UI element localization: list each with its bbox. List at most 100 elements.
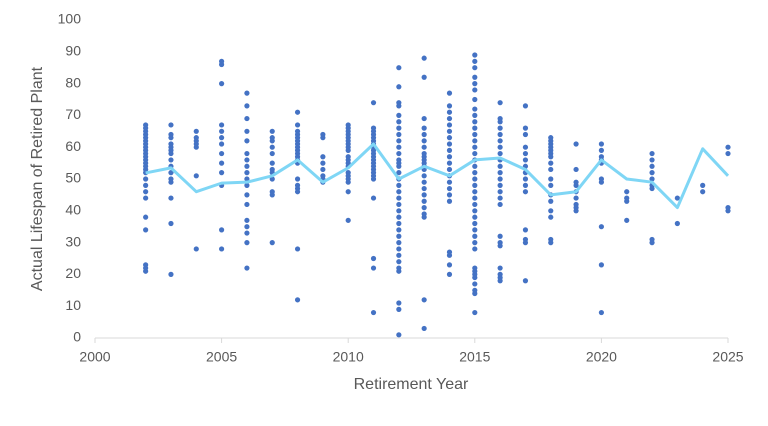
scatter-point (573, 166, 579, 173)
scatter-point (700, 189, 706, 195)
scatter-point (497, 176, 503, 182)
scatter-point (219, 122, 225, 128)
scatter-point (421, 198, 427, 204)
scatter-point (446, 154, 453, 160)
scatter-point (396, 220, 402, 227)
scatter-point (472, 52, 478, 58)
scatter-point (396, 84, 402, 90)
scatter-point (345, 147, 351, 153)
scatter-point (446, 109, 453, 115)
scatter-point (497, 131, 503, 138)
scatter-point (345, 179, 351, 185)
scatter-point (548, 240, 554, 246)
scatter-point (446, 147, 453, 153)
scatter-point (244, 240, 250, 246)
scatter-point (421, 74, 427, 80)
scatter-point (446, 103, 453, 109)
scatter-point (219, 227, 225, 233)
scatter-point (446, 252, 453, 258)
scatter-point (244, 217, 250, 223)
scatter-point (168, 170, 174, 176)
scatter-point (573, 208, 579, 214)
scatter-point (624, 189, 630, 195)
scatter-point (168, 179, 174, 185)
scatter-point (548, 182, 554, 188)
scatter-point (674, 195, 680, 201)
y-tick-label: 0 (73, 329, 81, 345)
scatter-point (219, 61, 225, 68)
scatter-point (446, 198, 453, 204)
scatter-point (446, 166, 453, 173)
scatter-point (472, 214, 478, 220)
scatter-point (244, 265, 250, 271)
scatter-point (421, 131, 427, 138)
scatter-point (624, 217, 630, 223)
scatter-point (472, 233, 478, 239)
scatter-point (472, 112, 478, 118)
scatter-point (345, 217, 351, 223)
scatter-point (421, 144, 427, 150)
scatter-point (168, 271, 174, 277)
scatter-point (244, 230, 250, 236)
scatter-point (193, 173, 199, 179)
scatter-point (522, 150, 529, 157)
scatter-point (219, 141, 225, 147)
scatter-point (573, 182, 579, 188)
scatter-point (244, 128, 250, 134)
scatter-point (548, 166, 554, 173)
scatter-point (421, 55, 427, 61)
scatter-point (396, 125, 402, 131)
scatter-point (548, 208, 554, 214)
y-tick-label: 100 (58, 11, 82, 27)
scatter-point (472, 131, 478, 138)
scatter-point (143, 195, 149, 201)
scatter-point (649, 150, 655, 157)
scatter-point (472, 96, 478, 103)
scatter-point (472, 163, 478, 169)
scatter-point (143, 189, 149, 195)
scatter-point (522, 176, 529, 182)
scatter-point (269, 150, 275, 157)
scatter-point (396, 65, 402, 71)
scatter-point (168, 220, 174, 227)
scatter-point (396, 144, 402, 150)
scatter-point (294, 122, 301, 128)
scatter-point (472, 125, 478, 131)
scatter-point (370, 265, 377, 271)
scatter-point (168, 150, 174, 157)
average-line (145, 142, 730, 210)
scatter-point (497, 265, 503, 271)
scatter-point (219, 81, 225, 87)
y-tick-label: 60 (65, 138, 81, 154)
scatter-point (674, 220, 680, 227)
scatter-point (244, 182, 250, 188)
scatter-point (219, 246, 225, 252)
scatter-point (497, 119, 503, 125)
scatter-point (497, 233, 503, 239)
scatter-point (168, 195, 174, 201)
scatter-point (522, 125, 529, 131)
scatter-point (396, 306, 402, 312)
scatter-point (421, 179, 427, 185)
scatter-point (446, 262, 453, 268)
scatter-point (396, 103, 402, 109)
scatter-point (649, 240, 655, 246)
scatter-point (396, 246, 402, 252)
scatter-point (244, 103, 250, 109)
scatter-point (421, 214, 427, 220)
scatter-point (244, 192, 250, 198)
scatter-point (294, 189, 301, 195)
scatter-point (396, 233, 402, 239)
scatter-point (396, 227, 402, 233)
scatter-point (421, 125, 427, 131)
scatter-point (472, 195, 478, 201)
scatter-point (396, 170, 402, 176)
scatter-point (522, 227, 529, 233)
scatter-point (370, 255, 377, 262)
scatter-point (168, 122, 174, 128)
scatter-point (320, 154, 326, 160)
scatter-point (244, 224, 250, 230)
y-tick-label: 40 (65, 202, 81, 218)
scatter-point (472, 274, 478, 281)
